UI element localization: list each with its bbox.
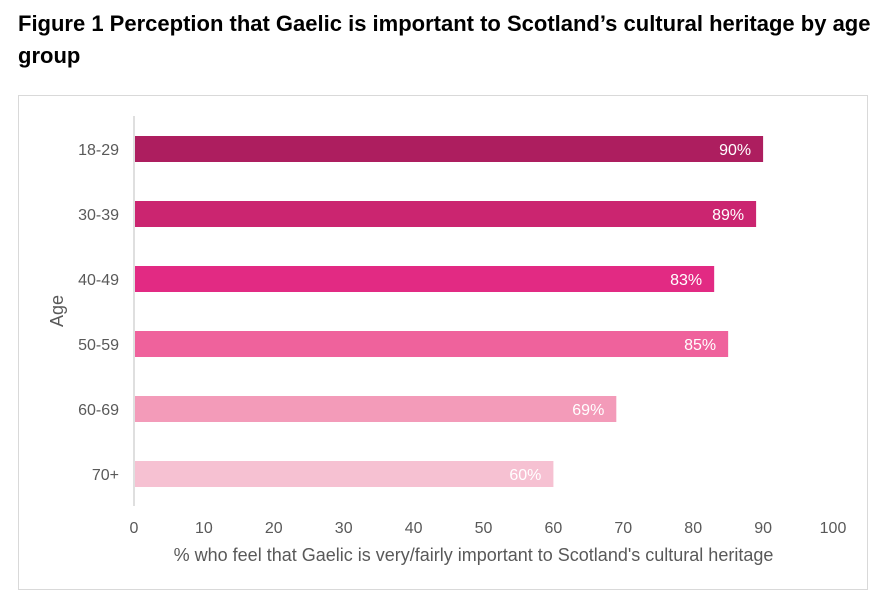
bar-60-69 xyxy=(135,396,617,422)
data-label: 69% xyxy=(572,402,604,419)
x-tick-labels: 0 10 20 30 40 50 60 70 80 90 100 xyxy=(130,520,847,537)
x-tick-label: 50 xyxy=(475,520,493,537)
bar-18-29 xyxy=(135,136,764,162)
bars-group xyxy=(135,136,764,487)
data-label: 85% xyxy=(684,337,716,354)
category-label: 18-29 xyxy=(78,142,119,159)
x-tick-label: 60 xyxy=(545,520,563,537)
x-tick-label: 30 xyxy=(335,520,353,537)
x-axis-title: % who feel that Gaelic is very/fairly im… xyxy=(174,545,774,565)
x-tick-label: 40 xyxy=(405,520,423,537)
x-tick-label: 90 xyxy=(754,520,772,537)
category-labels: 18-29 30-39 40-49 50-59 60-69 70+ xyxy=(78,142,119,484)
bar-chart: 18-29 30-39 40-49 50-59 60-69 70+ 90% 89% 83% 85… xyxy=(47,116,847,565)
x-tick-label: 80 xyxy=(684,520,702,537)
y-axis-title: Age xyxy=(47,295,67,327)
data-label: 83% xyxy=(670,272,702,289)
x-tick-label: 100 xyxy=(820,520,847,537)
category-label: 60-69 xyxy=(78,402,119,419)
x-tick-label: 20 xyxy=(265,520,283,537)
category-label: 70+ xyxy=(92,467,119,484)
chart-title: Figure 1 Perception that Gaelic is impor… xyxy=(18,11,871,68)
x-tick-label: 0 xyxy=(130,520,139,537)
data-label: 60% xyxy=(509,467,541,484)
category-label: 50-59 xyxy=(78,337,119,354)
data-labels: 90% 89% 83% 85% 69% 60% xyxy=(509,142,751,484)
bar-30-39 xyxy=(135,201,757,227)
data-label: 90% xyxy=(719,142,751,159)
bar-40-49 xyxy=(135,266,715,292)
category-label: 40-49 xyxy=(78,272,119,289)
x-tick-label: 70 xyxy=(614,520,632,537)
bar-50-59 xyxy=(135,331,729,357)
bar-70+ xyxy=(135,461,554,487)
category-label: 30-39 xyxy=(78,207,119,224)
x-tick-label: 10 xyxy=(195,520,213,537)
data-label: 89% xyxy=(712,207,744,224)
chart-area: 18-29 30-39 40-49 50-59 60-69 70+ 90% 89% 83% 85… xyxy=(18,95,868,590)
